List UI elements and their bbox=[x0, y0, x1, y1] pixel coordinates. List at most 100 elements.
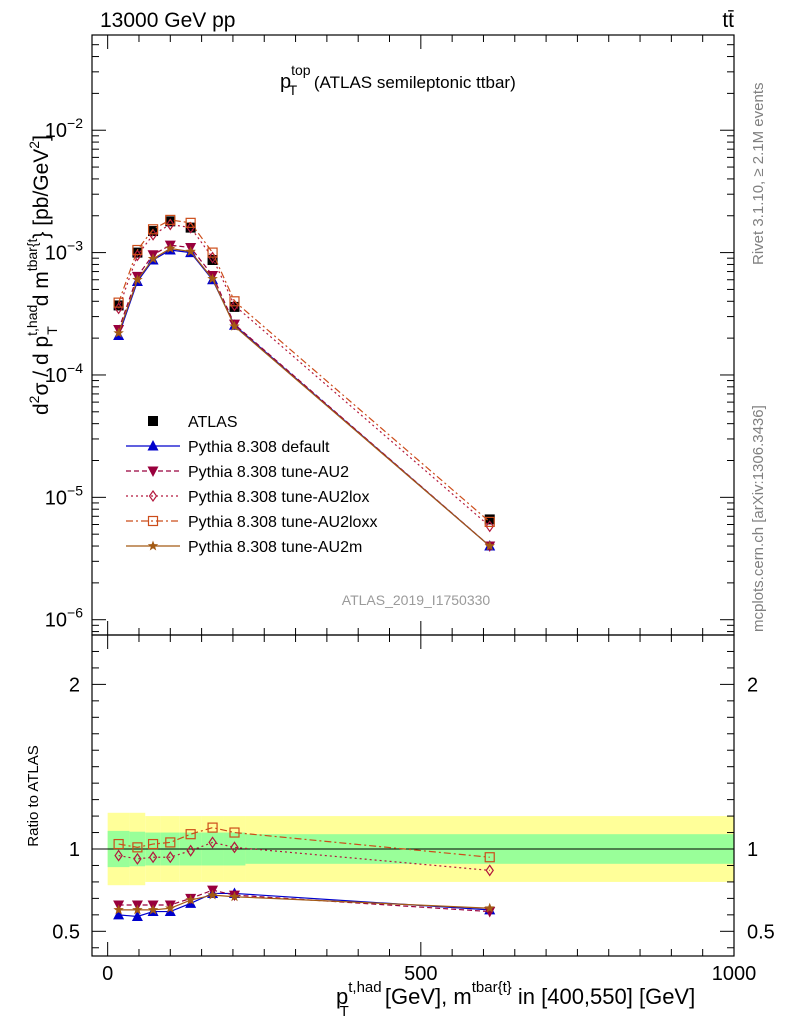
legend-marker-pythia-8-308-tune-au2loxx bbox=[147, 515, 159, 527]
data-point-pythia-8-308-tune-au2lox bbox=[166, 218, 175, 231]
ratio-point-pythia-8-308-tune-au2m bbox=[132, 904, 143, 915]
data-point-pythia-8-308-tune-au2m bbox=[132, 274, 143, 285]
ratio-point-pythia-8-308-tune-au2loxx bbox=[207, 822, 218, 833]
energy-label: 13000 GeV pp bbox=[100, 9, 235, 32]
data-point-pythia-8-308-tune-au2m bbox=[185, 246, 196, 256]
data-point-pythia-8-308-tune-au2lox bbox=[208, 251, 217, 264]
ratio-point-pythia-8-308-tune-au2m bbox=[147, 904, 159, 915]
ratio-point-pythia-8-308-tune-au2lox bbox=[485, 864, 494, 877]
ratio-tick-label-right: 1 bbox=[747, 839, 758, 861]
y-tick-label: 10−5 bbox=[45, 482, 83, 509]
ratio-tick-label-left: 1 bbox=[69, 839, 80, 861]
axis-ticks: 0 500 1000 10−6 10−5 10−4 10−3 10−2 0.5 0.5 1 1 2 2 bbox=[45, 34, 775, 985]
legend-label-pythia-8-308-tune-au2loxx: Pythia 8.308 tune-AU2loxx bbox=[188, 514, 377, 531]
ratio-point-pythia-8-308-default bbox=[113, 908, 125, 920]
series-line-pythia-8-308-tune-au2loxx bbox=[118, 219, 491, 523]
ratio-point-pythia-8-308-tune-au2lox bbox=[230, 841, 239, 854]
ratio-point-pythia-8-308-tune-au2loxx bbox=[484, 852, 495, 863]
ratio-point-pythia-8-308-tune-au2loxx bbox=[229, 827, 240, 838]
legend-marker-atlas bbox=[148, 416, 158, 426]
data-point-atlas bbox=[207, 254, 218, 265]
legend-label-pythia-8-308-default: Pythia 8.308 default bbox=[188, 439, 330, 456]
plot-title: ptop T (ATLAS semileptonic ttbar) bbox=[280, 62, 516, 98]
legend-label-pythia-8-308-tune-au2lox: Pythia 8.308 tune-AU2lox bbox=[188, 489, 369, 506]
ratio-point-pythia-8-308-tune-au2lox bbox=[186, 844, 195, 857]
data-point-pythia-8-308-tune-au2loxx bbox=[207, 247, 218, 258]
legend-marker-pythia-8-308-tune-au2m bbox=[147, 540, 159, 551]
process-label: tt̄ bbox=[722, 9, 734, 32]
x-axis-label: pt,had T [GeV], mtbar{t} in [400,550] [Ge… bbox=[336, 979, 695, 1020]
data-point-pythia-8-308-tune-au2loxx bbox=[185, 217, 196, 228]
legend-label-pythia-8-308-tune-au2: Pythia 8.308 tune-AU2 bbox=[188, 464, 349, 481]
data-point-pythia-8-308-tune-au2m bbox=[484, 540, 495, 551]
x-tick-label: 500 bbox=[404, 963, 437, 985]
data-point-pythia-8-308-tune-au2loxx bbox=[132, 244, 143, 256]
ratio-tick-label-right: 2 bbox=[747, 674, 758, 696]
data-point-pythia-8-308-tune-au2m bbox=[207, 273, 218, 284]
ratio-point-pythia-8-308-tune-au2m bbox=[229, 891, 240, 902]
data-point-pythia-8-308-tune-au2m bbox=[113, 327, 124, 338]
ratio-tick-label-left: 2 bbox=[69, 674, 80, 696]
ratio-point-pythia-8-308-tune-au2lox bbox=[166, 851, 175, 864]
ratio-point-pythia-8-308-tune-au2m bbox=[165, 902, 176, 913]
ratio-point-pythia-8-308-tune-au2loxx bbox=[185, 829, 196, 840]
ratio-line-pythia-8-308-default bbox=[118, 892, 490, 918]
data-point-atlas bbox=[113, 300, 124, 311]
data-point-atlas bbox=[132, 247, 143, 258]
ratio-point-pythia-8-308-tune-au2m bbox=[113, 904, 124, 915]
series-line-pythia-8-308-tune-au2lox bbox=[118, 223, 491, 527]
ratio-point-pythia-8-308-tune-au2loxx bbox=[165, 837, 176, 848]
ratio-tick-label-left: 0.5 bbox=[52, 921, 80, 943]
data-point-atlas bbox=[165, 216, 176, 227]
y-tick-label: 10−4 bbox=[45, 360, 83, 387]
ratio-point-pythia-8-308-default bbox=[131, 910, 143, 921]
ratio-line-pythia-8-308-tune-au2loxx bbox=[118, 826, 490, 858]
data-point-pythia-8-308-tune-au2loxx bbox=[484, 516, 495, 527]
ratio-point-pythia-8-308-tune-au2loxx bbox=[147, 838, 159, 850]
data-point-pythia-8-308-tune-au2m bbox=[147, 253, 159, 264]
ratio-point-pythia-8-308-tune-au2lox bbox=[133, 852, 142, 865]
ratio-point-pythia-8-308-tune-au2m bbox=[484, 902, 495, 913]
data-point-pythia-8-308-tune-au2loxx bbox=[165, 214, 176, 226]
ratio-point-pythia-8-308-tune-au2m bbox=[207, 889, 218, 900]
ratio-point-pythia-8-308-tune-au2lox bbox=[114, 849, 123, 862]
data-point-pythia-8-308-tune-au2loxx bbox=[147, 224, 159, 235]
x-tick-label: 0 bbox=[102, 963, 113, 985]
data-point-pythia-8-308-tune-au2lox bbox=[485, 520, 494, 533]
legend-marker-pythia-8-308-tune-au2 bbox=[147, 466, 159, 477]
ratio-point-pythia-8-308-tune-au2lox bbox=[208, 836, 217, 849]
data-point-atlas bbox=[484, 514, 495, 525]
analysis-watermark: ATLAS_2019_I1750330 bbox=[342, 592, 491, 608]
legend: ATLAS Pythia 8.308 default Pythia 8.308 tu… bbox=[126, 414, 377, 556]
ratio-line-pythia-8-308-tune-au2 bbox=[118, 889, 490, 913]
legend-label-pythia-8-308-tune-au2m: Pythia 8.308 tune-AU2m bbox=[188, 539, 362, 556]
x-tick-label: 1000 bbox=[712, 963, 757, 985]
ratio-point-pythia-8-308-tune-au2 bbox=[484, 907, 496, 918]
y-tick-label: 10−2 bbox=[45, 115, 83, 142]
y-axis-label-ratio: Ratio to ATLAS bbox=[25, 745, 42, 846]
ratio-series-group bbox=[113, 822, 496, 921]
data-point-pythia-8-308-tune-au2loxx bbox=[113, 297, 124, 308]
y-axis-label-main: d2σ / d pt,had T d mtbar{t} [pb/GeV2] bbox=[24, 135, 60, 415]
series-line-pythia-8-308-tune-au2m bbox=[118, 247, 491, 547]
data-point-pythia-8-308-tune-au2loxx bbox=[229, 296, 240, 307]
data-point-atlas bbox=[148, 226, 159, 237]
ratio-point-pythia-8-308-tune-au2lox bbox=[148, 851, 158, 864]
data-point-pythia-8-308-tune-au2lox bbox=[133, 249, 142, 262]
legend-label-atlas: ATLAS bbox=[188, 414, 238, 431]
ratio-point-pythia-8-308-tune-au2m bbox=[185, 894, 196, 905]
ratio-tick-label-right: 0.5 bbox=[747, 921, 775, 943]
legend-marker-pythia-8-308-default bbox=[147, 440, 159, 451]
data-point-atlas bbox=[229, 301, 240, 312]
main-series-group bbox=[113, 214, 496, 553]
y-tick-label: 10−6 bbox=[45, 605, 83, 632]
ratio-point-pythia-8-308-tune-au2loxx bbox=[132, 842, 143, 853]
data-point-pythia-8-308-tune-au2m bbox=[165, 243, 176, 253]
mcplots-label: mcplots.cern.ch [arXiv:1306.3436] bbox=[750, 405, 767, 632]
data-point-pythia-8-308-tune-au2m bbox=[229, 320, 240, 331]
y-tick-label: 10−3 bbox=[45, 238, 83, 265]
legend-marker-pythia-8-308-tune-au2lox bbox=[148, 489, 158, 503]
ratio-point-pythia-8-308-tune-au2loxx bbox=[113, 838, 124, 850]
rivet-label: Rivet 3.1.10, ≥ 2.1M events bbox=[750, 83, 767, 266]
